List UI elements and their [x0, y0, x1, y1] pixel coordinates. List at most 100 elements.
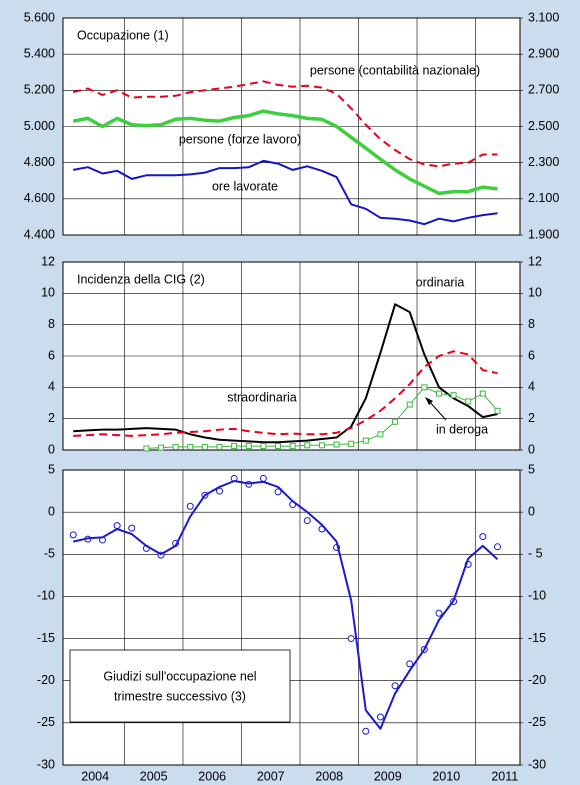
- y2-tick-label: 2.900: [528, 46, 559, 60]
- series-line: [73, 303, 498, 444]
- marker: [392, 418, 399, 425]
- x-tick-label: 2006: [198, 769, 226, 783]
- marker: [435, 390, 442, 397]
- marker: [421, 384, 428, 391]
- y-tick-label: 5.200: [24, 83, 55, 97]
- marker: [260, 443, 267, 450]
- marker: [450, 392, 457, 399]
- x-tick-label: 2009: [374, 769, 402, 783]
- annotation-box: [69, 649, 291, 723]
- x-tick-label: 2008: [315, 769, 343, 783]
- marker: [69, 531, 77, 539]
- marker: [479, 390, 486, 397]
- marker: [289, 443, 296, 450]
- marker: [274, 488, 282, 496]
- series-line: [73, 350, 498, 437]
- marker: [479, 533, 487, 541]
- y2-tick-label: 0: [528, 442, 535, 456]
- y2-tick-label: 2.100: [528, 191, 559, 205]
- marker: [245, 443, 252, 450]
- marker: [406, 401, 413, 408]
- series-label: straordinaria: [227, 390, 297, 404]
- marker: [158, 444, 165, 451]
- y2-tick-label: -10: [528, 589, 546, 603]
- arrow: [427, 399, 447, 421]
- plot-border: [62, 17, 521, 236]
- marker: [128, 524, 136, 532]
- marker: [187, 443, 194, 450]
- marker: [347, 635, 355, 643]
- y2-tick-label: 12: [528, 254, 542, 268]
- y-tick-label: 0: [48, 504, 55, 518]
- y2-tick-label: 2.300: [528, 155, 559, 169]
- marker: [406, 660, 414, 668]
- y2-tick-label: -15: [528, 631, 546, 645]
- y-tick-label: 12: [41, 254, 55, 268]
- series-line: [73, 159, 498, 226]
- y-tick-label: 8: [48, 317, 55, 331]
- series-label: persone (contabilità nazionale): [310, 63, 480, 77]
- marker: [113, 522, 121, 530]
- marker: [259, 474, 267, 482]
- marker: [304, 442, 311, 449]
- marker: [348, 440, 355, 447]
- y2-tick-label: 2: [528, 411, 535, 425]
- marker: [216, 487, 224, 495]
- y-tick-label: 0: [48, 442, 55, 456]
- x-tick-label: 2010: [432, 769, 460, 783]
- y2-tick-label: -25: [528, 715, 546, 729]
- arrow-head: [425, 397, 433, 405]
- y-tick-label: 2: [48, 411, 55, 425]
- x-tick-label: 2005: [140, 769, 168, 783]
- y-tick-label: -15: [37, 631, 55, 645]
- plot-border: [62, 261, 521, 451]
- x-tick-label: 2011: [491, 769, 518, 783]
- marker: [303, 517, 311, 525]
- marker: [143, 445, 150, 452]
- y-tick-label: 5.600: [24, 10, 55, 24]
- chart-title: Giudizi sull'occupazione nel: [103, 669, 256, 683]
- marker: [435, 609, 443, 617]
- marker: [376, 713, 384, 721]
- series-label: ordinaria: [416, 275, 465, 289]
- y2-tick-label: 3.100: [528, 10, 559, 24]
- series-line: [72, 109, 498, 196]
- y2-tick-label: 5: [528, 462, 535, 476]
- y-tick-label: 10: [41, 286, 55, 300]
- marker: [275, 443, 282, 450]
- marker: [201, 443, 208, 450]
- y2-tick-label: 4: [528, 380, 535, 394]
- y-tick-label: -20: [37, 673, 55, 687]
- marker: [494, 407, 501, 414]
- y-tick-label: -30: [37, 757, 55, 771]
- y-tick-label: 4.600: [24, 191, 55, 205]
- marker: [231, 443, 238, 450]
- series-label: ore lavorate: [212, 179, 278, 193]
- series-line: [72, 480, 499, 730]
- y-tick-label: 4: [48, 380, 55, 394]
- chart-title: trimestre successivo (3): [114, 689, 246, 703]
- y2-tick-label: 1.900: [528, 227, 559, 241]
- marker: [216, 443, 223, 450]
- y2-tick-label: 8: [528, 317, 535, 331]
- y2-tick-label: 6: [528, 348, 535, 362]
- y2-tick-label: -30: [528, 757, 546, 771]
- y2-tick-label: 2.500: [528, 119, 559, 133]
- y-tick-label: 5.000: [24, 119, 55, 133]
- y-tick-label: -25: [37, 715, 55, 729]
- series-label: persone (forze lavoro): [179, 132, 301, 146]
- marker: [362, 437, 369, 444]
- series-label: in deroga: [436, 422, 488, 436]
- marker: [377, 431, 384, 438]
- y2-tick-label: 10: [528, 286, 542, 300]
- y-tick-label: 6: [48, 348, 55, 362]
- marker: [391, 682, 399, 690]
- y-tick-label: 5: [48, 462, 55, 476]
- y-tick-label: 5.400: [24, 46, 55, 60]
- chart-title: Occupazione (1): [77, 28, 169, 42]
- y-tick-label: -5: [44, 547, 55, 561]
- y2-tick-label: 2.700: [528, 83, 559, 97]
- marker: [318, 442, 325, 449]
- chart-title: Incidenza della CIG (2): [77, 272, 205, 286]
- x-tick-label: 2004: [81, 769, 109, 783]
